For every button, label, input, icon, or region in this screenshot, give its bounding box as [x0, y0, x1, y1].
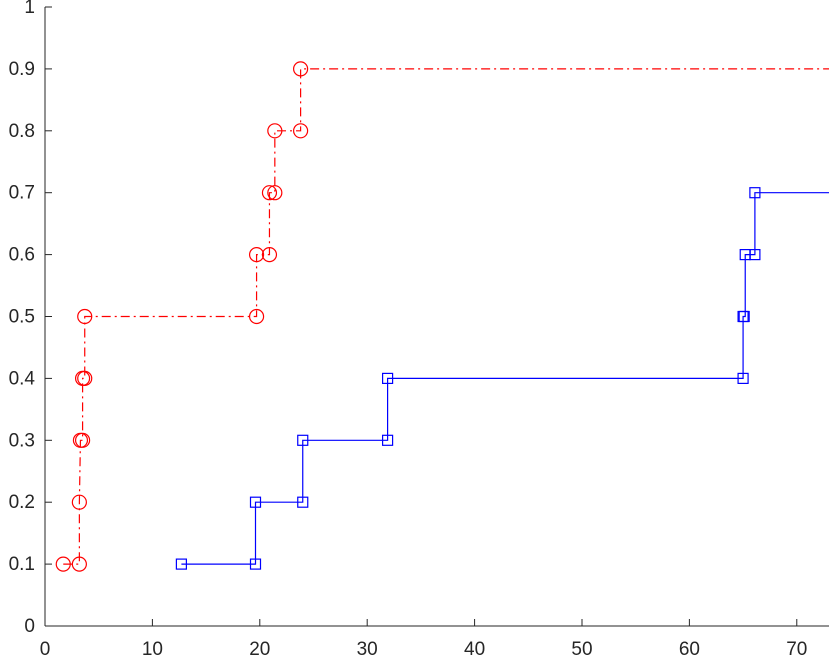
square-marker — [749, 187, 761, 199]
x-tick-label: 10 — [142, 639, 163, 660]
square-marker — [297, 434, 309, 446]
x-tick-label: 40 — [464, 639, 485, 660]
square-marker — [249, 558, 262, 570]
square-marker — [249, 496, 262, 508]
circle-marker — [248, 247, 265, 263]
circle-marker — [77, 370, 93, 386]
y-tick-label: 0.8 — [9, 121, 35, 142]
series-2 — [175, 187, 829, 570]
square-marker — [737, 372, 749, 384]
square-marker — [381, 434, 394, 446]
x-tick-label: 50 — [571, 639, 592, 660]
circle-marker — [267, 185, 283, 201]
square-marker — [738, 310, 750, 323]
x-tick-label: 20 — [249, 639, 270, 660]
y-tick-label: 0.3 — [9, 430, 35, 451]
square-marker — [175, 558, 187, 570]
circle-marker — [77, 308, 93, 325]
circle-marker — [293, 61, 309, 77]
square-marker — [381, 372, 394, 384]
series-line — [181, 192, 829, 565]
y-tick-label: 0.7 — [9, 183, 35, 204]
circle-marker — [55, 556, 71, 572]
series-layer — [55, 61, 829, 572]
circle-marker — [71, 556, 87, 572]
circle-marker — [261, 247, 278, 263]
y-tick-label: 0.6 — [9, 245, 35, 266]
circle-marker — [293, 123, 309, 139]
circle-marker — [74, 432, 91, 448]
y-tick-label: 0 — [24, 616, 35, 637]
circle-marker — [267, 123, 283, 139]
y-tick-label: 0.5 — [9, 307, 35, 328]
circle-marker — [261, 185, 278, 201]
series-line — [63, 68, 829, 565]
x-tick-label: 30 — [357, 639, 378, 660]
square-marker — [297, 496, 309, 508]
x-axis: 0 10 20 30 40 50 60 70 — [40, 619, 807, 660]
series-1 — [55, 61, 829, 572]
square-marker — [749, 249, 761, 261]
x-tick-label: 0 — [40, 639, 51, 660]
y-axis: 0 0.1 0.2 0.3 0.4 0.5 0.6 0.7 0.8 0.9 1 — [9, 0, 52, 637]
y-tick-label: 0.2 — [9, 492, 35, 513]
y-tick-label: 0.1 — [9, 554, 35, 575]
y-tick-label: 1 — [24, 0, 35, 18]
y-tick-label: 0.9 — [9, 59, 35, 80]
circle-marker — [71, 494, 87, 510]
x-tick-label: 70 — [786, 639, 807, 660]
y-tick-label: 0.4 — [9, 368, 36, 389]
circle-marker — [248, 308, 265, 325]
x-tick-label: 60 — [679, 639, 700, 660]
